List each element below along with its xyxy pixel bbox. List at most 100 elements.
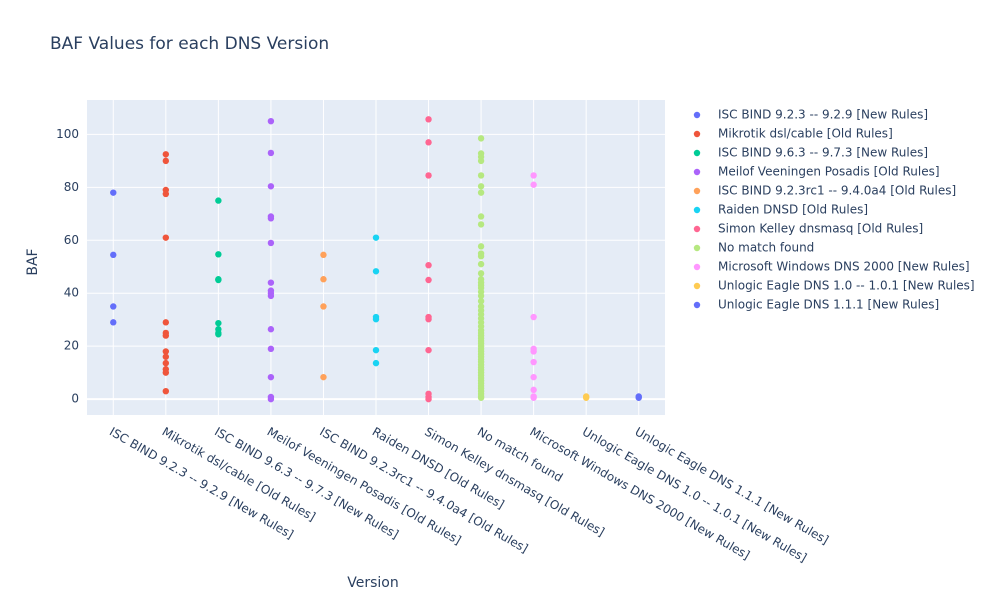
point bbox=[162, 348, 170, 355]
point bbox=[477, 172, 485, 179]
y-tick-label: 40 bbox=[64, 286, 79, 300]
point bbox=[530, 358, 537, 366]
point bbox=[215, 251, 222, 258]
point bbox=[425, 172, 432, 179]
point bbox=[110, 303, 117, 310]
point bbox=[477, 189, 485, 196]
point bbox=[477, 270, 485, 277]
legend-label[interactable]: Meilof Veeningen Posadis [Old Rules] bbox=[718, 165, 940, 179]
point bbox=[267, 117, 275, 125]
point bbox=[477, 183, 485, 190]
point bbox=[267, 326, 275, 333]
point bbox=[425, 346, 432, 354]
point bbox=[110, 251, 117, 259]
point bbox=[477, 252, 485, 260]
point bbox=[530, 394, 537, 401]
legend-marker[interactable] bbox=[693, 206, 701, 214]
point bbox=[477, 297, 485, 305]
point bbox=[530, 313, 537, 321]
point bbox=[162, 319, 170, 326]
legend-marker[interactable] bbox=[693, 187, 701, 195]
point bbox=[320, 251, 327, 259]
point bbox=[372, 234, 380, 241]
point bbox=[320, 303, 327, 310]
point bbox=[110, 319, 117, 326]
point bbox=[162, 234, 170, 241]
x-tick-label: Unlogic Eagle DNS 1.1.1 [New Rules] bbox=[632, 425, 831, 548]
legend-label[interactable]: Raiden DNSD [Old Rules] bbox=[718, 203, 868, 217]
point bbox=[267, 239, 275, 247]
legend-marker[interactable] bbox=[693, 282, 701, 290]
point bbox=[267, 345, 275, 353]
legend-label[interactable]: ISC BIND 9.6.3 -- 9.7.3 [New Rules] bbox=[718, 146, 928, 160]
x-axis-title: Version bbox=[347, 575, 398, 591]
legend-marker[interactable] bbox=[693, 149, 701, 157]
point bbox=[215, 319, 222, 327]
point bbox=[267, 183, 275, 190]
point bbox=[425, 276, 432, 284]
legend-label[interactable]: Mikrotik dsl/cable [Old Rules] bbox=[718, 127, 893, 141]
point bbox=[320, 276, 327, 283]
point bbox=[372, 346, 380, 354]
point bbox=[215, 197, 222, 204]
legend-marker[interactable] bbox=[693, 130, 701, 138]
point bbox=[477, 394, 485, 401]
chart-title: BAF Values for each DNS Version bbox=[50, 34, 329, 54]
point bbox=[162, 332, 170, 339]
y-tick-label: 80 bbox=[64, 180, 79, 194]
point bbox=[425, 261, 432, 269]
legend-label[interactable]: ISC BIND 9.2.3rc1 -- 9.4.0a4 [Old Rules] bbox=[718, 184, 956, 198]
point bbox=[477, 260, 485, 268]
y-tick-label: 60 bbox=[64, 233, 79, 247]
legend-marker[interactable] bbox=[693, 244, 701, 252]
point bbox=[477, 157, 485, 165]
legend-marker[interactable] bbox=[693, 263, 701, 271]
legend-marker[interactable] bbox=[693, 301, 701, 309]
legend-label[interactable]: Unlogic Eagle DNS 1.1.1 [New Rules] bbox=[718, 298, 939, 312]
point bbox=[530, 348, 537, 355]
point bbox=[162, 151, 170, 158]
legend-marker[interactable] bbox=[693, 111, 701, 119]
point bbox=[477, 135, 485, 142]
point bbox=[635, 394, 642, 401]
point bbox=[110, 189, 117, 196]
y-tick-label: 20 bbox=[64, 339, 79, 353]
legend-label[interactable]: Unlogic Eagle DNS 1.0 -- 1.0.1 [New Rule… bbox=[718, 279, 975, 293]
point bbox=[267, 395, 275, 403]
legend-marker[interactable] bbox=[693, 168, 701, 176]
point bbox=[477, 243, 485, 250]
legend-label[interactable]: No match found bbox=[718, 241, 814, 255]
legend-label[interactable]: Microsoft Windows DNS 2000 [New Rules] bbox=[718, 260, 970, 274]
point bbox=[425, 139, 432, 146]
point bbox=[477, 292, 485, 300]
point bbox=[162, 190, 170, 198]
point bbox=[582, 394, 590, 401]
point bbox=[267, 373, 275, 381]
point bbox=[530, 181, 537, 188]
point bbox=[372, 359, 380, 367]
point bbox=[267, 149, 275, 157]
point bbox=[530, 172, 537, 179]
point bbox=[320, 373, 327, 381]
legend-label[interactable]: Simon Kelley dnsmasq [Old Rules] bbox=[718, 222, 923, 236]
point bbox=[267, 279, 275, 286]
point bbox=[425, 315, 432, 323]
point bbox=[425, 395, 432, 403]
point bbox=[162, 359, 170, 367]
point bbox=[530, 386, 537, 394]
point bbox=[425, 116, 432, 123]
point bbox=[162, 387, 170, 395]
y-tick-label: 100 bbox=[56, 127, 79, 141]
point bbox=[215, 331, 222, 338]
point bbox=[477, 221, 485, 228]
x-tick-label: Unlogic Eagle DNS 1.0 -- 1.0.1 [New Rule… bbox=[580, 425, 809, 565]
point bbox=[530, 373, 537, 381]
point bbox=[215, 276, 222, 284]
y-tick-label: 0 bbox=[71, 392, 79, 406]
point bbox=[372, 268, 380, 275]
point bbox=[477, 213, 485, 220]
legend-marker[interactable] bbox=[693, 225, 701, 233]
point bbox=[162, 353, 170, 360]
legend-label[interactable]: ISC BIND 9.2.3 -- 9.2.9 [New Rules] bbox=[718, 108, 928, 122]
